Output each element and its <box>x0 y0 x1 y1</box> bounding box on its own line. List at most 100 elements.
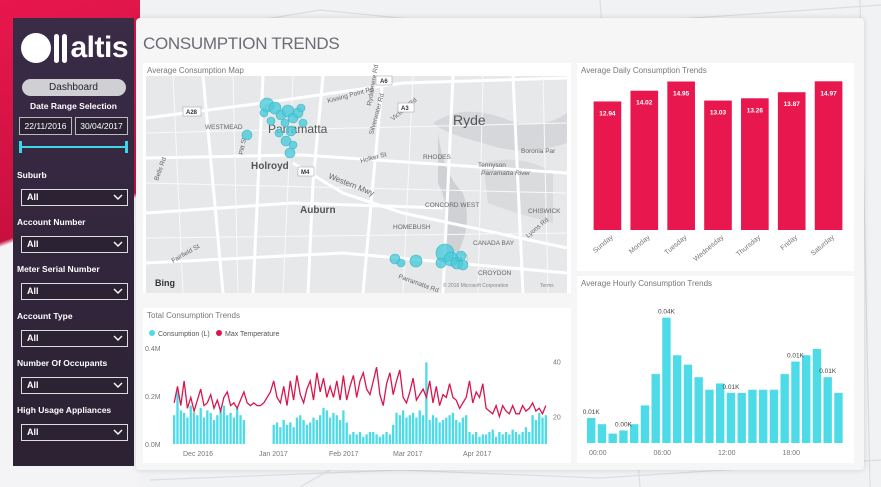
consumption-column[interactable] <box>285 424 289 444</box>
consumption-column[interactable] <box>372 432 375 444</box>
daily-bar[interactable] <box>777 92 806 230</box>
consumption-column[interactable] <box>219 410 222 444</box>
consumption-column[interactable] <box>315 420 319 444</box>
consumption-column[interactable] <box>455 420 458 444</box>
consumption-column[interactable] <box>481 434 484 444</box>
hourly-bar[interactable] <box>651 374 660 443</box>
hourly-bar[interactable] <box>694 377 703 443</box>
consumption-column[interactable] <box>176 391 179 444</box>
consumption-column[interactable] <box>484 434 488 444</box>
consumption-column[interactable] <box>448 415 451 444</box>
daily-bar[interactable] <box>704 100 732 230</box>
consumption-column[interactable] <box>465 415 468 444</box>
consumption-column[interactable] <box>362 436 365 444</box>
consumption-column[interactable] <box>272 424 275 444</box>
consumption-column[interactable] <box>279 427 282 444</box>
consumption-column[interactable] <box>435 417 438 444</box>
consumption-column[interactable] <box>418 410 421 444</box>
consumption-column[interactable] <box>358 432 362 444</box>
hourly-bar[interactable] <box>619 430 628 443</box>
consumption-column[interactable] <box>445 417 448 444</box>
hourly-bar[interactable] <box>759 389 768 443</box>
consumption-column[interactable] <box>401 410 405 444</box>
hourly-bar[interactable] <box>780 374 789 443</box>
consumption-column[interactable] <box>461 417 465 444</box>
hourly-bar[interactable] <box>683 364 693 443</box>
consumption-column[interactable] <box>232 417 236 444</box>
hourly-bar[interactable] <box>705 389 714 443</box>
hourly-bar[interactable] <box>662 317 671 443</box>
consumption-column[interactable] <box>438 422 441 444</box>
slider-start-handle[interactable] <box>19 141 22 153</box>
consumption-column[interactable] <box>328 417 332 444</box>
meter-serial-number-dropdown[interactable]: All <box>21 283 128 300</box>
consumption-column[interactable] <box>501 434 504 444</box>
consumption-column[interactable] <box>226 415 229 444</box>
consumption-column[interactable] <box>514 432 518 444</box>
hourly-bar[interactable] <box>802 355 811 443</box>
consumption-column[interactable] <box>199 408 202 444</box>
consumption-column[interactable] <box>491 429 494 444</box>
hourly-bar[interactable] <box>673 355 682 443</box>
slider-end-handle[interactable] <box>125 141 128 153</box>
consumption-column[interactable] <box>508 434 511 444</box>
daily-bar[interactable] <box>593 101 622 230</box>
consumption-column[interactable] <box>192 412 196 444</box>
total-consumption-chart[interactable]: Consumption (L) Max Temperature 0.0M 0.2M 0.… <box>143 308 571 463</box>
consumption-column[interactable] <box>468 432 471 444</box>
consumption-map[interactable]: WESTMEAD RHODES Tennyson Parramatta Rive… <box>143 63 571 293</box>
hourly-bar[interactable] <box>597 424 607 443</box>
consumption-column[interactable] <box>382 434 385 444</box>
account-type-dropdown[interactable]: All <box>21 330 128 347</box>
consumption-column[interactable] <box>395 412 398 444</box>
consumption-column[interactable] <box>239 415 242 444</box>
consumption-column[interactable] <box>305 424 309 444</box>
consumption-column[interactable] <box>222 405 226 444</box>
consumption-column[interactable] <box>504 432 508 444</box>
date-range-slider[interactable] <box>19 141 128 153</box>
consumption-column[interactable] <box>325 410 328 444</box>
daily-bar[interactable] <box>814 81 843 230</box>
consumption-column[interactable] <box>309 422 312 444</box>
hourly-bar[interactable] <box>587 417 596 443</box>
consumption-column[interactable] <box>375 434 378 444</box>
consumption-column[interactable] <box>544 415 548 444</box>
consumption-column[interactable] <box>173 415 176 444</box>
consumption-column[interactable] <box>289 422 292 444</box>
hourly-bar[interactable] <box>834 392 843 443</box>
consumption-column[interactable] <box>186 417 189 444</box>
consumption-column[interactable] <box>196 415 199 444</box>
consumption-column[interactable] <box>392 424 395 444</box>
hourly-bar[interactable] <box>812 349 822 443</box>
consumption-column[interactable] <box>338 420 342 444</box>
consumption-column[interactable] <box>282 420 285 444</box>
consumption-column[interactable] <box>521 432 524 444</box>
number-of-occupants-dropdown[interactable]: All <box>21 377 128 394</box>
hourly-consumption-chart[interactable]: 0.01K 0.00K 0.04K 0.01K 0.01K 0.01K 00:00 06:00… <box>577 276 854 463</box>
consumption-column[interactable] <box>518 434 521 444</box>
consumption-column[interactable] <box>295 417 299 444</box>
consumption-column[interactable] <box>242 420 246 444</box>
consumption-column[interactable] <box>299 415 302 444</box>
daily-consumption-chart[interactable]: 12.94 Sunday 14.02 Monday 14.95 Tuesday 13.03 W… <box>577 63 854 271</box>
hourly-bar[interactable] <box>791 361 800 443</box>
consumption-column[interactable] <box>471 434 474 444</box>
consumption-column[interactable] <box>528 432 531 444</box>
consumption-column[interactable] <box>182 412 186 444</box>
consumption-column[interactable] <box>342 410 345 444</box>
consumption-column[interactable] <box>292 427 295 444</box>
consumption-column[interactable] <box>229 412 232 444</box>
consumption-column[interactable] <box>216 415 219 444</box>
consumption-column[interactable] <box>415 417 418 444</box>
consumption-column[interactable] <box>368 432 372 444</box>
hourly-bar[interactable] <box>769 389 779 443</box>
map-terms-link[interactable]: Terms <box>540 283 554 289</box>
hourly-bar[interactable] <box>608 433 617 443</box>
consumption-column[interactable] <box>202 417 206 444</box>
consumption-column[interactable] <box>451 412 455 444</box>
daily-bar[interactable] <box>630 90 659 230</box>
consumption-column[interactable] <box>411 412 415 444</box>
consumption-column[interactable] <box>428 420 431 444</box>
consumption-column[interactable] <box>458 422 461 444</box>
consumption-column[interactable] <box>494 436 498 444</box>
